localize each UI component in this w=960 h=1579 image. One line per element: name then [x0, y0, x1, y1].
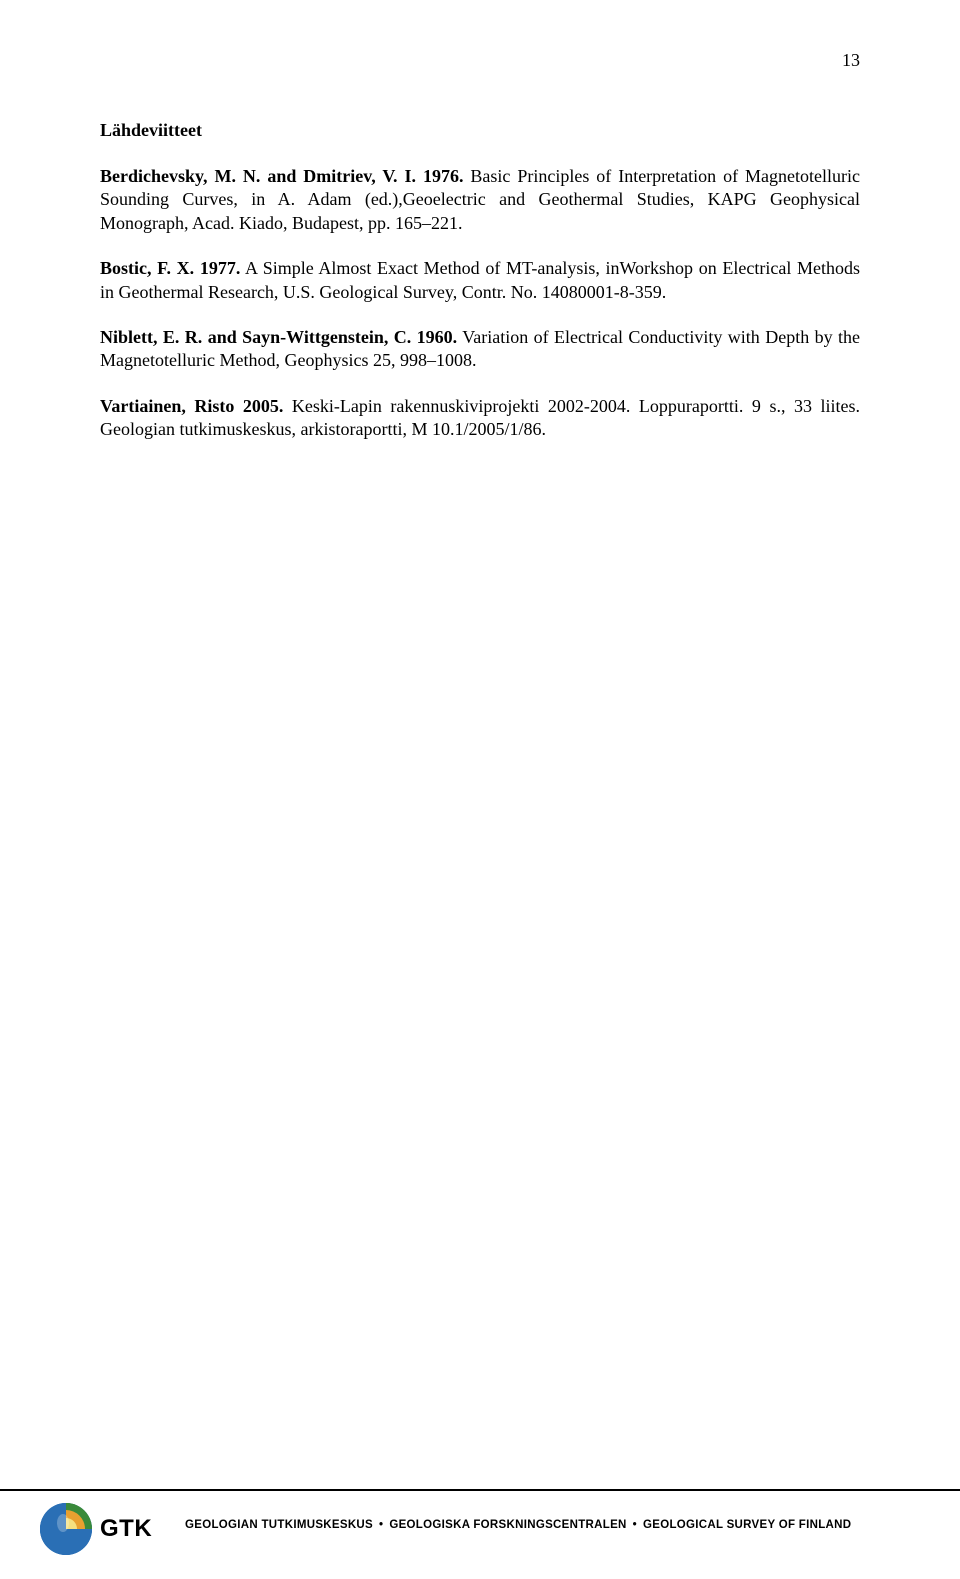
reference-4: Vartiainen, Risto 2005. Keski-Lapin rake…: [100, 395, 860, 442]
bullet-icon: •: [633, 1519, 637, 1531]
footer-org1: GEOLOGIAN TUTKIMUSKESKUS: [185, 1519, 373, 1531]
bullet-icon: •: [379, 1519, 383, 1531]
gtk-globe-icon: [40, 1503, 92, 1555]
logo-text: GTK: [100, 1515, 152, 1543]
footer-org3: GEOLOGICAL SURVEY OF FINLAND: [643, 1519, 851, 1531]
content-area: Lähdeviitteet Berdichevsky, M. N. and Dm…: [100, 120, 860, 464]
reference-2: Bostic, F. X. 1977. A Simple Almost Exac…: [100, 257, 860, 304]
reference-author: Bostic, F. X. 1977.: [100, 258, 240, 278]
section-title: Lähdeviitteet: [100, 120, 860, 141]
reference-author: Berdichevsky, M. N. and Dmitriev, V. I. …: [100, 166, 463, 186]
reference-author: Niblett, E. R. and Sayn-Wittgenstein, C.…: [100, 327, 457, 347]
reference-3: Niblett, E. R. and Sayn-Wittgenstein, C.…: [100, 326, 860, 373]
reference-author: Vartiainen, Risto 2005.: [100, 396, 283, 416]
footer-org2: GEOLOGISKA FORSKNINGSCENTRALEN: [389, 1519, 626, 1531]
page-number: 13: [842, 50, 860, 71]
footer-divider: [0, 1489, 960, 1491]
footer: GTK GEOLOGIAN TUTKIMUSKESKUS • GEOLOGISKA …: [0, 1489, 960, 1579]
logo-block: GTK: [40, 1503, 152, 1555]
footer-org-text: GEOLOGIAN TUTKIMUSKESKUS • GEOLOGISKA FORS…: [185, 1519, 851, 1531]
reference-1: Berdichevsky, M. N. and Dmitriev, V. I. …: [100, 165, 860, 235]
